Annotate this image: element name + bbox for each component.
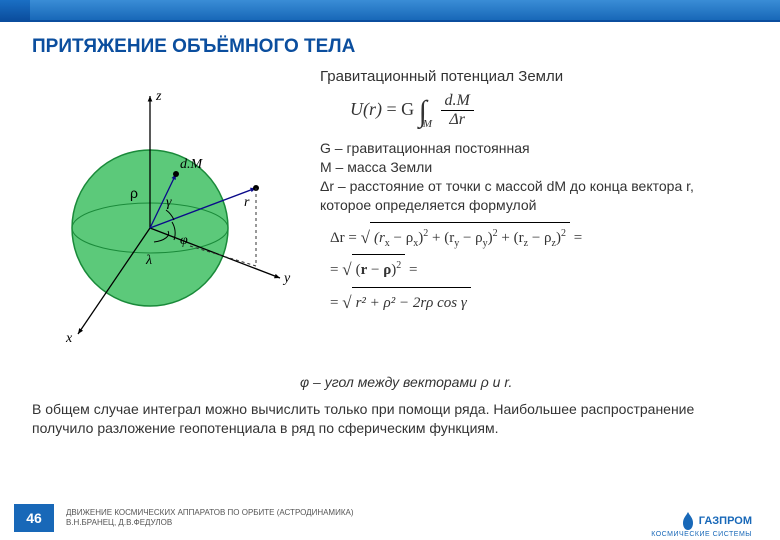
formula-U: U(r) = G ∫M d.M Δr [350, 89, 748, 129]
page-title: ПРИТЯЖЕНИЕ ОБЪЁМНОГО ТЕЛА [32, 36, 780, 58]
footer: 46 ДВИЖЕНИЕ КОСМИЧЕСКИХ АППАРАТОВ ПО ОРБ… [0, 496, 780, 540]
sphere-diagram: z x y ρ r γ φ λ d.M [32, 68, 302, 368]
bottom-paragraph: В общем случае интеграл можно вычислить … [32, 400, 748, 438]
content-row: z x y ρ r γ φ λ d.M Гравитационный потенциал Зем… [0, 58, 780, 368]
svg-text:ρ: ρ [130, 185, 138, 201]
def-G: G – гравитационная постоянная [320, 139, 748, 158]
fraction: d.M Δr [441, 92, 474, 129]
page-number: 46 [14, 504, 54, 532]
definitions: G – гравитационная постоянная M – масса … [320, 139, 748, 215]
formula-dr: Δr = (rx − ρx)2 + (ry − ρy)2 + (rz − ρz)… [330, 221, 748, 318]
header-bar [0, 0, 780, 22]
lhs: U(r) [350, 99, 382, 119]
svg-text:r: r [244, 195, 250, 210]
svg-text:y: y [282, 271, 291, 286]
svg-text:d.M: d.M [180, 157, 204, 172]
integral-sub: M [423, 118, 432, 130]
svg-text:z: z [155, 89, 162, 104]
footer-text: ДВИЖЕНИЕ КОСМИЧЕСКИХ АППАРАТОВ ПО ОРБИТЕ… [66, 508, 354, 527]
svg-text:x: x [65, 331, 73, 346]
def-dr: Δr – расстояние от точки с массой dM до … [320, 177, 748, 215]
phi-definition: φ – угол между векторами ρ и r. [300, 374, 780, 390]
svg-text:φ: φ [180, 233, 188, 248]
svg-text:γ: γ [166, 195, 172, 210]
flame-icon [681, 512, 695, 530]
right-column: Гравитационный потенциал Земли U(r) = G … [320, 68, 748, 368]
def-M: M – масса Земли [320, 158, 748, 177]
logo-subtitle: КОСМИЧЕСКИЕ СИСТЕМЫ [651, 531, 752, 538]
gazprom-logo: ГАЗПРОМ [681, 512, 752, 530]
svg-text:λ: λ [145, 253, 152, 268]
potential-heading: Гравитационный потенциал Земли [320, 68, 748, 85]
